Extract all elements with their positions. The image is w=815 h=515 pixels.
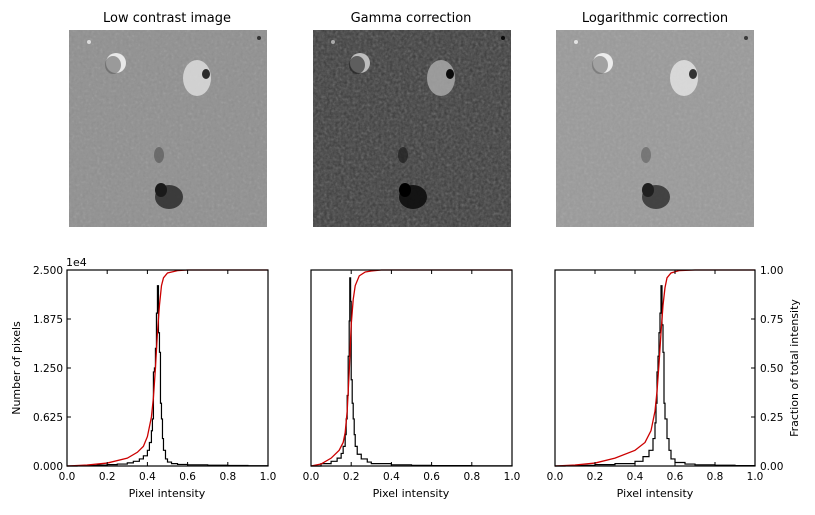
x-axis-label-2: Pixel intensity bbox=[373, 487, 450, 500]
plot-frame-2 bbox=[310, 269, 513, 467]
y-tick-label: 1.875 bbox=[33, 314, 63, 326]
y-tick-label: 0.625 bbox=[33, 412, 63, 424]
x-axis-label-1: Pixel intensity bbox=[129, 487, 206, 500]
x-tick-label: 0.2 bbox=[99, 471, 116, 483]
histogram-panel-2: 0.0 0.2 0.4 0.6 0.8 1.0 bbox=[303, 269, 521, 483]
x-tick-label: 0.0 bbox=[303, 471, 320, 483]
panel-title-log: Logarithmic correction bbox=[582, 11, 728, 26]
image-gamma bbox=[313, 30, 511, 227]
x-tick-label: 0.8 bbox=[707, 471, 724, 483]
x-tick-label: 0.2 bbox=[587, 471, 604, 483]
x-tick-label: 0.2 bbox=[343, 471, 360, 483]
cdf-line-3 bbox=[554, 269, 755, 467]
x-tick-label: 0.6 bbox=[423, 471, 440, 483]
y-tick-label-right: 0.25 bbox=[760, 412, 783, 424]
y-tick-label-right: 0.50 bbox=[760, 363, 783, 375]
y-tick-label-right: 0.00 bbox=[760, 461, 783, 473]
histogram-plots: 0.0 0.2 0.4 0.6 0.8 1.0 0.000 0.625 1.250 1.875 2.… bbox=[33, 265, 783, 483]
x-tick-label: 0.8 bbox=[219, 471, 236, 483]
panel-title-gamma: Gamma correction bbox=[351, 11, 472, 26]
histogram-line-3 bbox=[555, 285, 756, 467]
histogram-panel-1: 0.0 0.2 0.4 0.6 0.8 1.0 0.000 0.625 1.250 1.875 2.… bbox=[33, 265, 276, 483]
x-axis-label-3: Pixel intensity bbox=[617, 487, 694, 500]
x-tick-label: 0.4 bbox=[139, 471, 156, 483]
y-tick-label: 2.500 bbox=[33, 265, 63, 277]
x-tick-label: 0.6 bbox=[179, 471, 196, 483]
y-tick-label-right: 1.00 bbox=[760, 265, 783, 277]
x-tick-label: 0.8 bbox=[463, 471, 480, 483]
x-tick-label: 0.0 bbox=[59, 471, 76, 483]
panel-title-low-contrast: Low contrast image bbox=[103, 11, 231, 26]
image-low-contrast bbox=[69, 30, 267, 227]
y-axis-label-left: Number of pixels bbox=[10, 321, 23, 415]
x-tick-label: 0.0 bbox=[547, 471, 564, 483]
x-tick-label: 1.0 bbox=[747, 471, 764, 483]
x-tick-label: 0.6 bbox=[667, 471, 684, 483]
y-axis-label-right: Fraction of total intensity bbox=[788, 299, 801, 437]
histogram-line-2 bbox=[311, 277, 513, 467]
y-offset-label: 1e4 bbox=[66, 256, 87, 269]
histogram-panel-3: 0.0 0.2 0.4 0.6 0.8 1.00.00 0.25 0.50 0.75 1.00 bbox=[547, 265, 784, 483]
x-tick-label: 1.0 bbox=[504, 471, 521, 483]
x-tick-label: 0.4 bbox=[383, 471, 400, 483]
plot-frame-1 bbox=[66, 269, 269, 467]
image-log bbox=[556, 30, 754, 227]
y-tick-label: 1.250 bbox=[33, 363, 63, 375]
y-tick-label-right: 0.75 bbox=[760, 314, 783, 326]
x-tick-label: 0.4 bbox=[627, 471, 644, 483]
cdf-line-2 bbox=[310, 269, 512, 467]
x-tick-label: 1.0 bbox=[260, 471, 277, 483]
y-tick-label: 0.000 bbox=[33, 461, 63, 473]
histogram-line-1 bbox=[67, 285, 269, 467]
cdf-line-1 bbox=[66, 269, 268, 467]
